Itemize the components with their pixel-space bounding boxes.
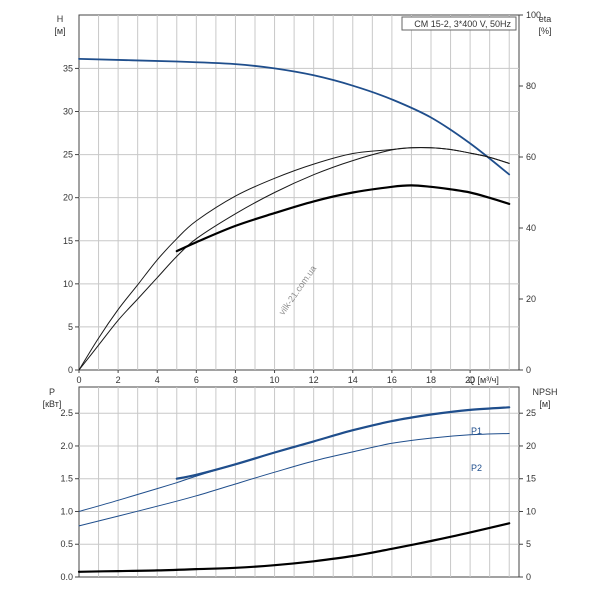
left-tick-label: 1.5 (60, 474, 73, 484)
left-tick-label: 30 (63, 107, 73, 117)
x-tick-label: 0 (76, 375, 81, 385)
efficiency-axis-title: eta (539, 14, 552, 24)
x-tick-label: 18 (426, 375, 436, 385)
bottom-series-2-line (78, 433, 510, 527)
right-tick-label: 60 (526, 152, 536, 162)
power-axis-title: P (49, 387, 55, 397)
x-tick-label: 4 (155, 375, 160, 385)
left-tick-label: 5 (68, 322, 73, 332)
top-ticks: 0 5 10 15 20 25 30 35 0 20 40 60 80 100 0 2 4 6 8 10 12 14 16 1… (63, 10, 541, 385)
head-axis-unit: [м] (54, 26, 65, 36)
right-tick-label: 20 (526, 441, 536, 451)
right-tick-label: 20 (526, 294, 536, 304)
left-tick-label: 35 (63, 63, 73, 73)
left-tick-label: 0.0 (60, 572, 73, 582)
x-tick-label: 16 (387, 375, 397, 385)
x-tick-label: 10 (270, 375, 280, 385)
bottom-ticks: 0.0 0.5 1.0 1.5 2.0 2.5 0 5 10 15 20 25 (60, 408, 536, 582)
series-label-p1: P1 (471, 426, 482, 436)
top-series (78, 58, 511, 371)
head-axis-title: H (57, 14, 64, 24)
right-tick-label: 15 (526, 474, 536, 484)
right-tick-label: 80 (526, 81, 536, 91)
right-tick-label: 40 (526, 223, 536, 233)
left-tick-label: 20 (63, 193, 73, 203)
x-tick-label: 12 (309, 375, 319, 385)
left-tick-label: 0.5 (60, 539, 73, 549)
left-tick-label: 2.0 (60, 441, 73, 451)
left-tick-label: 2.5 (60, 408, 73, 418)
efficiency-axis-unit: [%] (538, 26, 551, 36)
x-tick-label: 20 (465, 375, 475, 385)
x-tick-label: 14 (348, 375, 358, 385)
left-tick-label: 15 (63, 236, 73, 246)
top-panel-frame (78, 14, 520, 371)
top-series-3-line (175, 184, 511, 253)
bottom-series (77, 406, 511, 573)
bottom-series-3-line (77, 522, 511, 573)
top-series-2-line (78, 147, 510, 371)
npsh-axis-unit: [м] (539, 399, 550, 409)
bottom-panel: 0.0 0.5 1.0 1.5 2.0 2.5 0 5 10 15 20 25 P [кВт] NPS… (43, 386, 558, 582)
legend-label: CM 15-2, 3*400 V, 50Hz (414, 19, 511, 29)
left-tick-label: 0 (68, 365, 73, 375)
right-tick-label: 100 (526, 10, 541, 20)
right-tick-label: 0 (526, 572, 531, 582)
left-tick-label: 1.0 (60, 506, 73, 516)
legend-box (401, 16, 517, 31)
npsh-axis-title: NPSH (532, 387, 557, 397)
left-tick-label: 10 (63, 279, 73, 289)
top-panel: 0 5 10 15 20 25 30 35 0 20 40 60 80 100 0 2 4 6 8 10 12 14 16 1… (54, 10, 551, 385)
flow-axis-title: Q [м³/ч] (468, 375, 499, 385)
bottom-series-1-line (175, 406, 511, 480)
bottom-panel-frame (78, 386, 520, 578)
series-label-p2: P2 (471, 463, 482, 473)
right-tick-label: 10 (526, 506, 536, 516)
right-tick-label: 0 (526, 365, 531, 375)
x-tick-label: 8 (233, 375, 238, 385)
right-tick-label: 25 (526, 408, 536, 418)
right-tick-label: 5 (526, 539, 531, 549)
x-tick-label: 2 (116, 375, 121, 385)
power-axis-unit: [кВт] (43, 399, 62, 409)
top-series-0-line (78, 58, 511, 176)
left-tick-label: 25 (63, 150, 73, 160)
x-tick-label: 6 (194, 375, 199, 385)
